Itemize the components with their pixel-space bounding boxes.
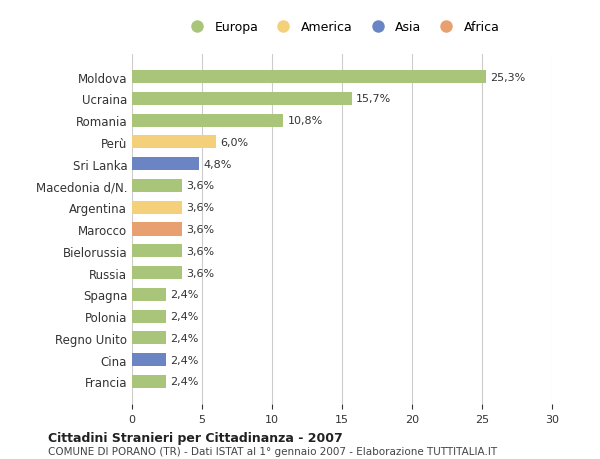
Bar	[132, 331, 166, 345]
Bar	[132, 179, 182, 193]
Bar	[132, 114, 283, 128]
Text: 2,4%: 2,4%	[170, 290, 198, 300]
Text: 2,4%: 2,4%	[170, 311, 198, 321]
Text: 3,6%: 3,6%	[187, 224, 215, 235]
Text: 15,7%: 15,7%	[356, 94, 391, 104]
Text: 2,4%: 2,4%	[170, 333, 198, 343]
Bar	[132, 288, 166, 301]
Text: 2,4%: 2,4%	[170, 376, 198, 386]
Bar	[132, 245, 182, 258]
Text: 2,4%: 2,4%	[170, 355, 198, 365]
Text: 25,3%: 25,3%	[490, 73, 526, 83]
Text: 3,6%: 3,6%	[187, 246, 215, 256]
Bar	[132, 375, 166, 388]
Bar	[132, 158, 199, 171]
Text: 3,6%: 3,6%	[187, 268, 215, 278]
Bar	[132, 93, 352, 106]
Bar	[132, 310, 166, 323]
Text: 10,8%: 10,8%	[287, 116, 323, 126]
Bar	[132, 353, 166, 366]
Text: 3,6%: 3,6%	[187, 181, 215, 191]
Bar	[132, 136, 216, 149]
Text: COMUNE DI PORANO (TR) - Dati ISTAT al 1° gennaio 2007 - Elaborazione TUTTITALIA.: COMUNE DI PORANO (TR) - Dati ISTAT al 1°…	[48, 447, 497, 456]
Legend: Europa, America, Asia, Africa: Europa, America, Asia, Africa	[179, 16, 505, 39]
Text: 4,8%: 4,8%	[203, 159, 232, 169]
Bar	[132, 71, 486, 84]
Text: 6,0%: 6,0%	[220, 138, 248, 148]
Text: Cittadini Stranieri per Cittadinanza - 2007: Cittadini Stranieri per Cittadinanza - 2…	[48, 431, 343, 444]
Bar	[132, 223, 182, 236]
Bar	[132, 266, 182, 280]
Bar	[132, 201, 182, 214]
Text: 3,6%: 3,6%	[187, 203, 215, 213]
